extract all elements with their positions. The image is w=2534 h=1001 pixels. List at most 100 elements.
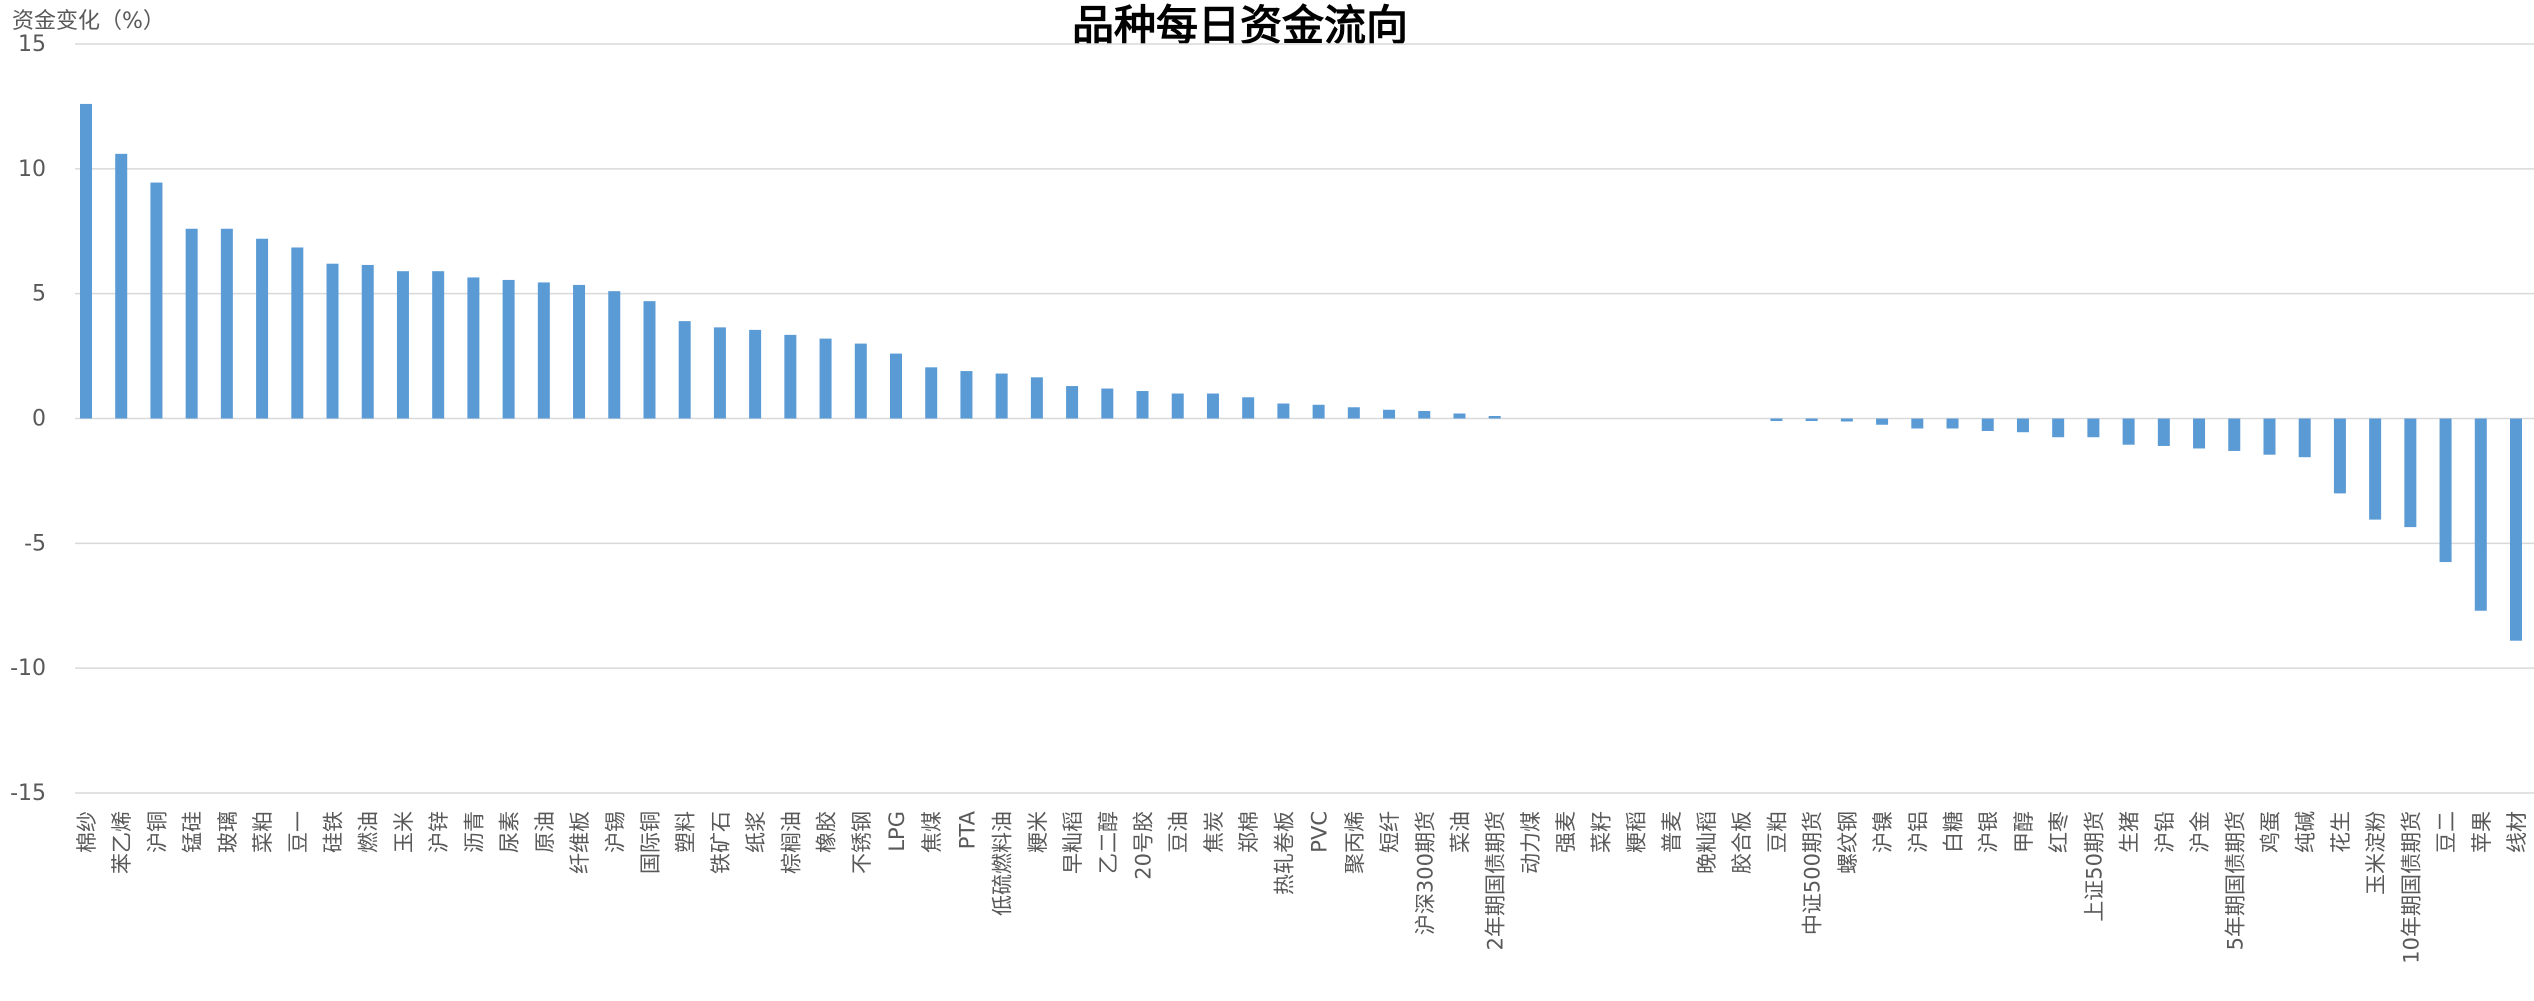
y-tick-label: 0 bbox=[32, 407, 46, 432]
bar bbox=[784, 334, 797, 419]
x-tick-label: 焦炭 bbox=[1202, 811, 1226, 853]
bar bbox=[2052, 418, 2065, 438]
x-tick-label: 玉米 bbox=[392, 811, 416, 853]
x-tick-label: 生猪 bbox=[2118, 811, 2142, 853]
bar bbox=[1206, 393, 1219, 419]
bar bbox=[1030, 377, 1043, 419]
y-axis-label: 资金变化（%） bbox=[12, 9, 165, 34]
x-tick-label: 沪铜 bbox=[145, 811, 169, 853]
x-tick-label: 动力煤 bbox=[1519, 811, 1543, 874]
bar bbox=[291, 247, 304, 419]
y-tick-label: 5 bbox=[32, 282, 46, 307]
x-axis-ticks: 棉纱 苯乙烯 沪铜 锰硅 玻璃 菜粕 豆一 硅铁 燃油 玉米 沪锌 沥青 尿素 原油 纤维板 沪锡 国际铜 塑料铁… bbox=[75, 810, 2529, 963]
x-tick-label: 白糖 bbox=[1942, 811, 1966, 853]
bar bbox=[185, 228, 198, 419]
x-tick-label: 沥青 bbox=[462, 811, 486, 853]
bar bbox=[1840, 418, 1853, 422]
y-tick-label: -15 bbox=[10, 781, 46, 806]
y-tick-label: -5 bbox=[24, 531, 46, 556]
x-tick-label: 甲醇 bbox=[2012, 811, 2036, 853]
x-tick-label: 尿素 bbox=[498, 811, 522, 853]
x-tick-label: 豆粕 bbox=[1765, 811, 1789, 853]
x-tick-label: LPG bbox=[885, 811, 909, 852]
x-tick-label: 纯碱 bbox=[2294, 811, 2318, 853]
x-tick-label: 棉纱 bbox=[75, 811, 99, 853]
x-tick-label: 强麦 bbox=[1554, 811, 1578, 853]
y-tick-label: 10 bbox=[18, 157, 46, 182]
x-tick-label: 硅铁 bbox=[322, 811, 346, 853]
x-tick-label: 短纤 bbox=[1378, 811, 1402, 853]
x-tick-label: 沪铅 bbox=[2153, 811, 2177, 853]
bar bbox=[1171, 393, 1184, 419]
bar bbox=[396, 271, 409, 419]
x-tick-label: 玻璃 bbox=[216, 811, 240, 853]
bar bbox=[1488, 416, 1501, 419]
x-tick-label: 沪金 bbox=[2188, 811, 2212, 853]
bar bbox=[2510, 418, 2522, 641]
y-tick-label: -10 bbox=[10, 656, 46, 681]
bar bbox=[2122, 418, 2135, 445]
x-tick-label: 沪锌 bbox=[427, 811, 451, 853]
bar bbox=[1312, 404, 1325, 419]
bar bbox=[2087, 418, 2100, 438]
bar bbox=[467, 277, 480, 419]
bar bbox=[1453, 413, 1466, 419]
grid-lines bbox=[75, 43, 2534, 794]
bar bbox=[713, 327, 726, 419]
bar bbox=[502, 279, 515, 419]
bar bbox=[643, 301, 656, 419]
bar bbox=[1418, 411, 1431, 419]
x-tick-label: 早籼稻 bbox=[1061, 811, 1085, 874]
bar bbox=[115, 153, 128, 419]
x-tick-label: 玉米淀粉 bbox=[2364, 811, 2388, 895]
x-tick-label: 10年期国债期货 bbox=[2399, 811, 2423, 964]
x-tick-label: 国际铜 bbox=[638, 811, 662, 874]
x-tick-label: 郑棉 bbox=[1237, 811, 1261, 853]
y-tick-label: 15 bbox=[18, 32, 46, 57]
x-tick-label: 粳米 bbox=[1026, 811, 1050, 853]
bar bbox=[819, 338, 832, 419]
x-tick-label: 沪锡 bbox=[603, 811, 627, 853]
bar bbox=[80, 103, 92, 419]
bar bbox=[2298, 418, 2311, 458]
bar bbox=[2369, 418, 2382, 520]
bar bbox=[960, 371, 973, 419]
x-tick-label: 线材 bbox=[2505, 811, 2529, 853]
x-tick-label: 热轧卷板 bbox=[1272, 811, 1296, 895]
x-tick-label: 塑料 bbox=[674, 811, 698, 853]
x-tick-label: 豆油 bbox=[1167, 811, 1191, 853]
bar bbox=[1347, 407, 1360, 419]
bar bbox=[1946, 418, 1959, 429]
bar bbox=[1066, 386, 1079, 419]
bar bbox=[2157, 418, 2170, 446]
x-tick-label: 螺纹钢 bbox=[1836, 811, 1860, 874]
bar bbox=[2193, 418, 2206, 449]
bars bbox=[80, 103, 2522, 641]
y-axis-ticks: 15 10 5 0 -5 -10 -15 bbox=[10, 32, 46, 806]
x-tick-label: 纤维板 bbox=[568, 811, 592, 874]
x-tick-label: 20号胶 bbox=[1132, 811, 1156, 880]
x-tick-label: PTA bbox=[955, 810, 979, 849]
bar bbox=[256, 238, 269, 419]
bar bbox=[925, 367, 938, 419]
x-tick-label: 原油 bbox=[533, 811, 557, 853]
bar bbox=[678, 321, 691, 419]
bar bbox=[749, 329, 762, 419]
bar bbox=[1805, 418, 1818, 421]
x-tick-label: 花生 bbox=[2329, 811, 2353, 853]
x-tick-label: 粳稻 bbox=[1625, 811, 1649, 853]
x-tick-label: 苹果 bbox=[2470, 811, 2494, 853]
bar bbox=[2333, 418, 2346, 494]
bar bbox=[854, 343, 867, 419]
x-tick-label: 沪深300期货 bbox=[1413, 811, 1437, 935]
x-tick-label: 苯乙烯 bbox=[110, 811, 134, 874]
x-tick-label: 沪银 bbox=[1977, 811, 2001, 853]
bar bbox=[995, 373, 1008, 419]
x-tick-label: 5年期国债期货 bbox=[2223, 811, 2247, 950]
chart-title: 品种每日资金流向 bbox=[1072, 1, 1408, 50]
x-tick-label: 不锈钢 bbox=[850, 811, 874, 874]
x-tick-label: 低硫燃料油 bbox=[991, 811, 1015, 916]
bar bbox=[432, 271, 445, 419]
bar bbox=[537, 282, 550, 419]
